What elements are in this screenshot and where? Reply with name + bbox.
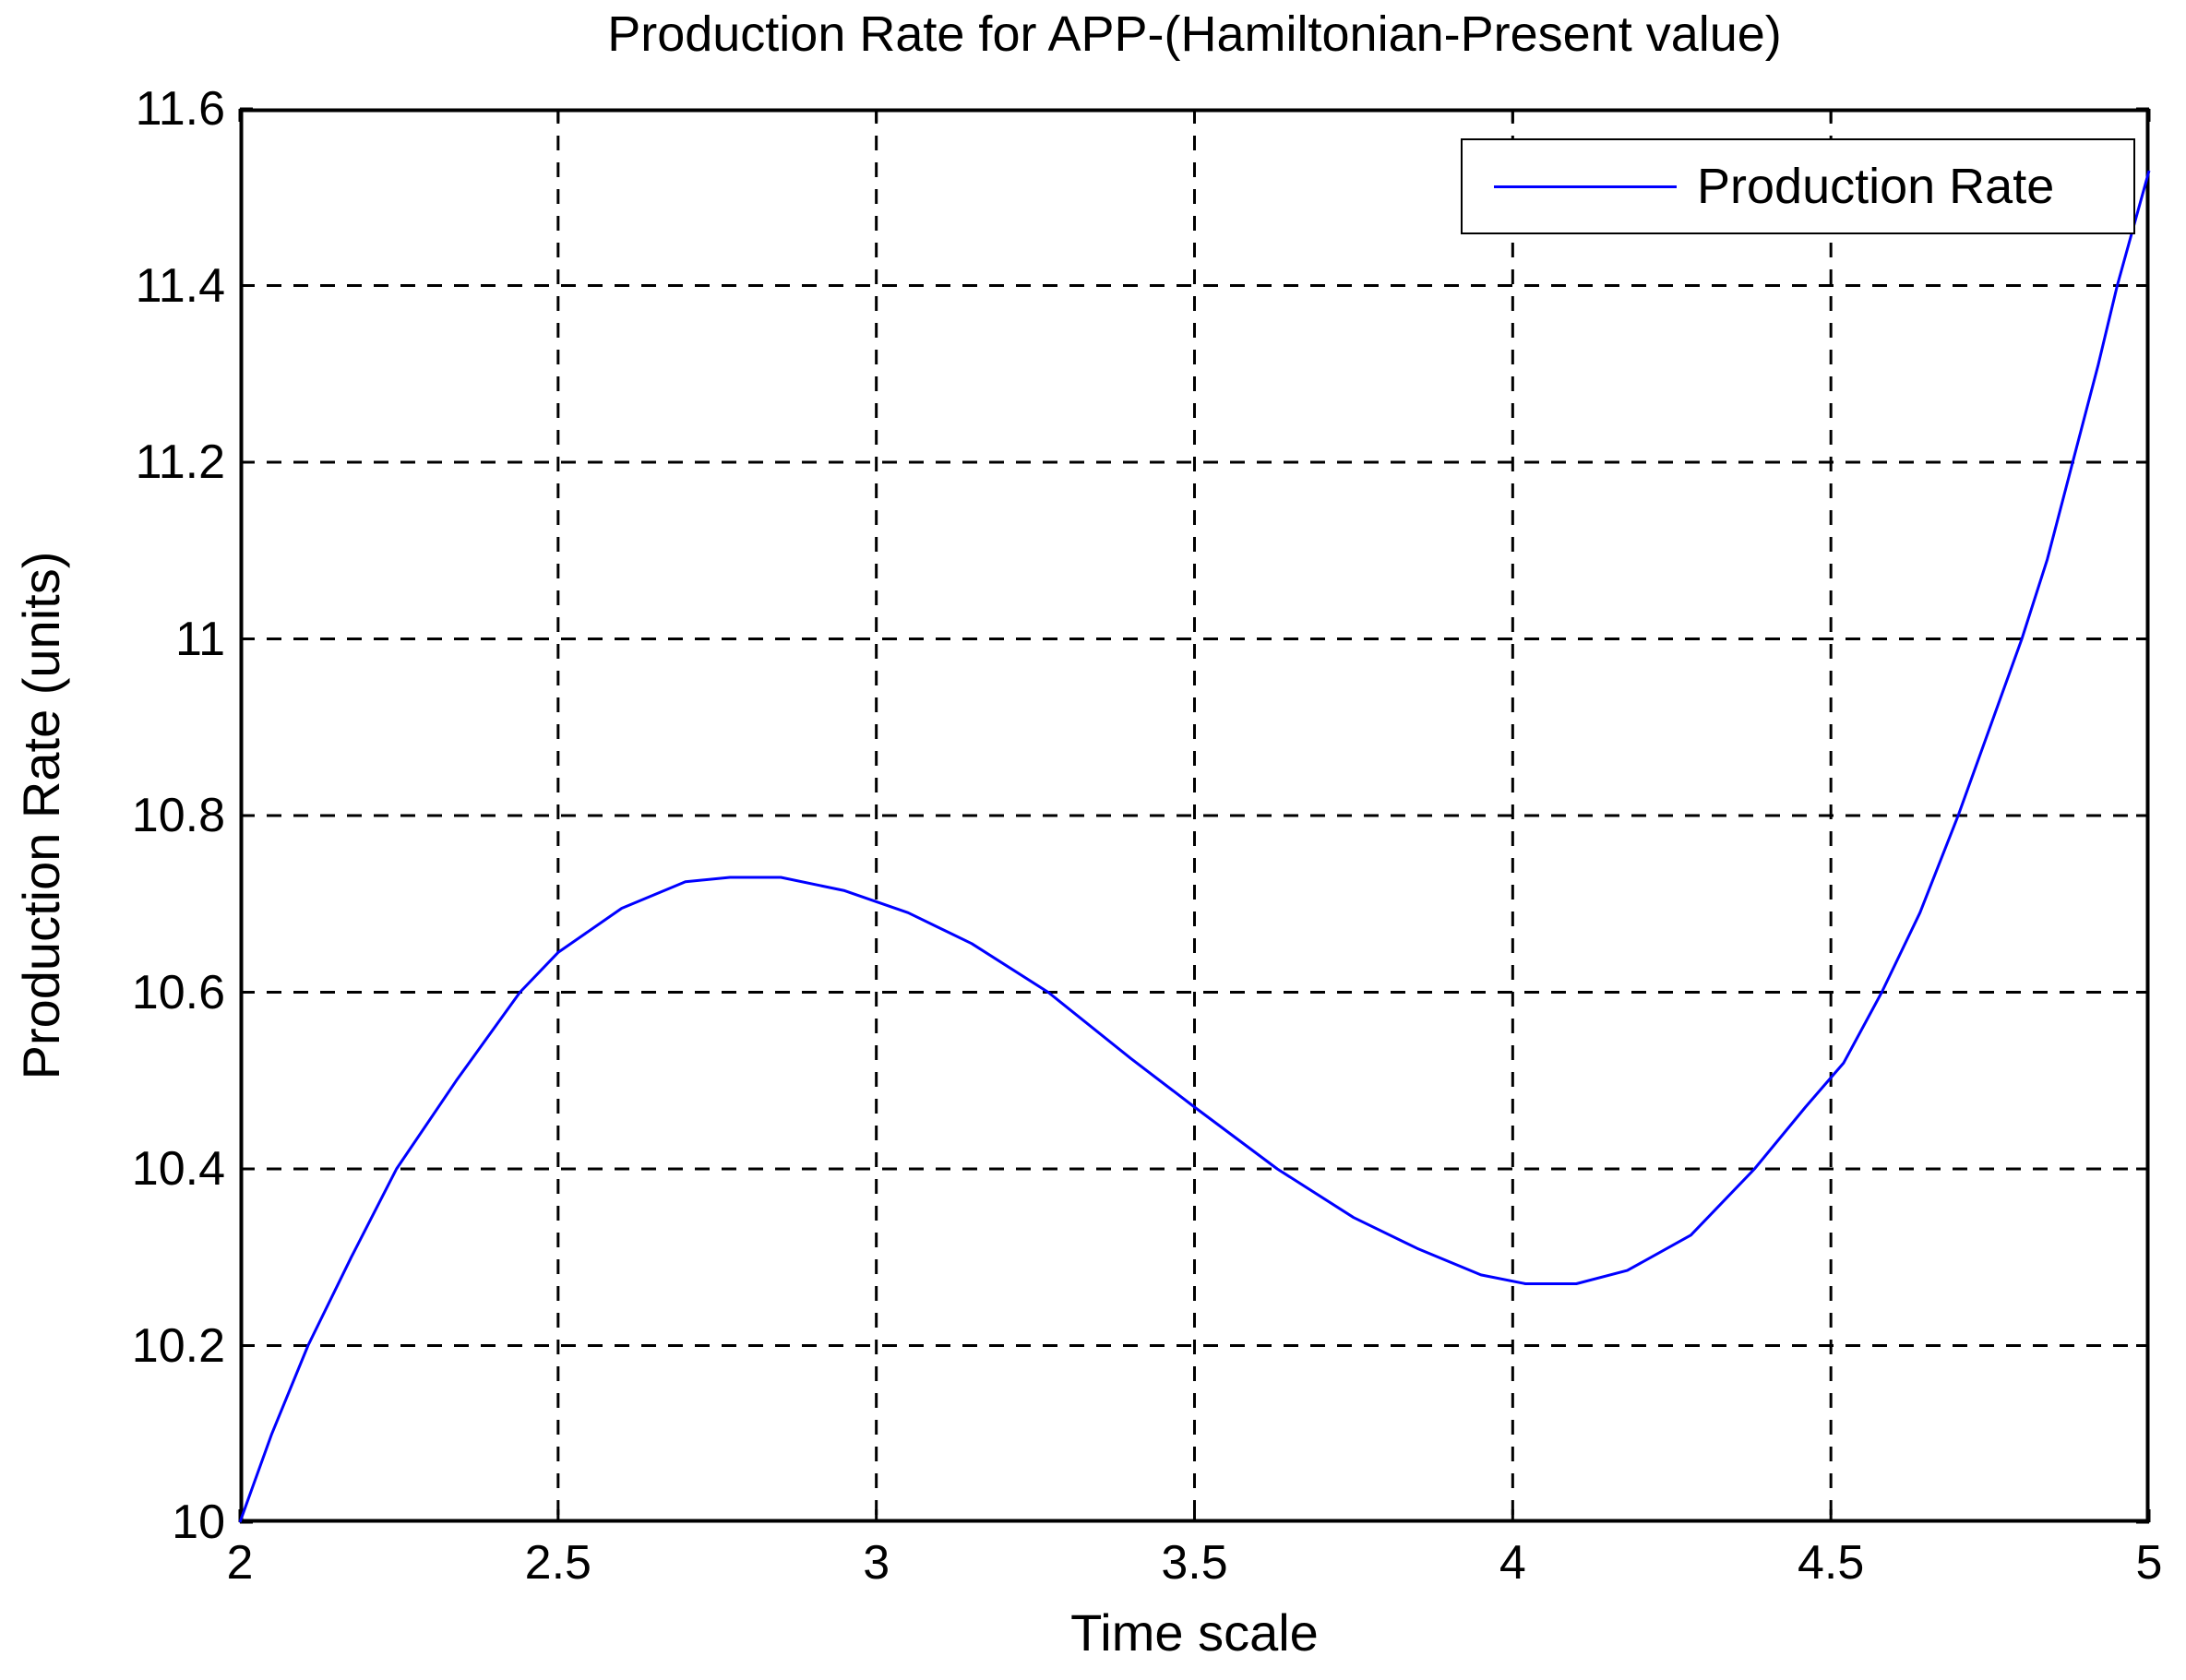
x-tick-label: 2.5	[524, 1536, 591, 1590]
y-tick-label: 10	[172, 1495, 225, 1549]
x-tick-label: 3.5	[1161, 1536, 1228, 1590]
legend-box: Production Rate	[1461, 138, 2135, 234]
chart-title: Production Rate for APP-(Hamiltonian-Pre…	[607, 6, 1782, 62]
y-tick-label: 10.2	[131, 1318, 225, 1373]
x-tick-label: 4.5	[1798, 1536, 1865, 1590]
y-tick-label: 10.6	[131, 965, 225, 1019]
series-line-production-rate	[238, 170, 2151, 1523]
x-tick-label: 5	[2135, 1536, 2163, 1590]
x-tick-label: 4	[1499, 1536, 1526, 1590]
y-tick-label: 11.4	[135, 258, 225, 313]
y-tick-label: 10.8	[131, 789, 225, 842]
x-axis-label: Time scale	[1070, 1603, 1319, 1662]
x-tick-label: 3	[863, 1536, 890, 1590]
y-tick-label: 11.2	[135, 435, 225, 489]
legend-entry-label: Production Rate	[1697, 159, 2055, 214]
y-tick-label: 10.4	[131, 1142, 225, 1196]
x-tick-label: 2	[226, 1536, 254, 1590]
y-tick-label: 11	[175, 612, 225, 666]
y-tick-label: 11.6	[135, 82, 225, 136]
legend-line-sample	[1494, 185, 1677, 188]
